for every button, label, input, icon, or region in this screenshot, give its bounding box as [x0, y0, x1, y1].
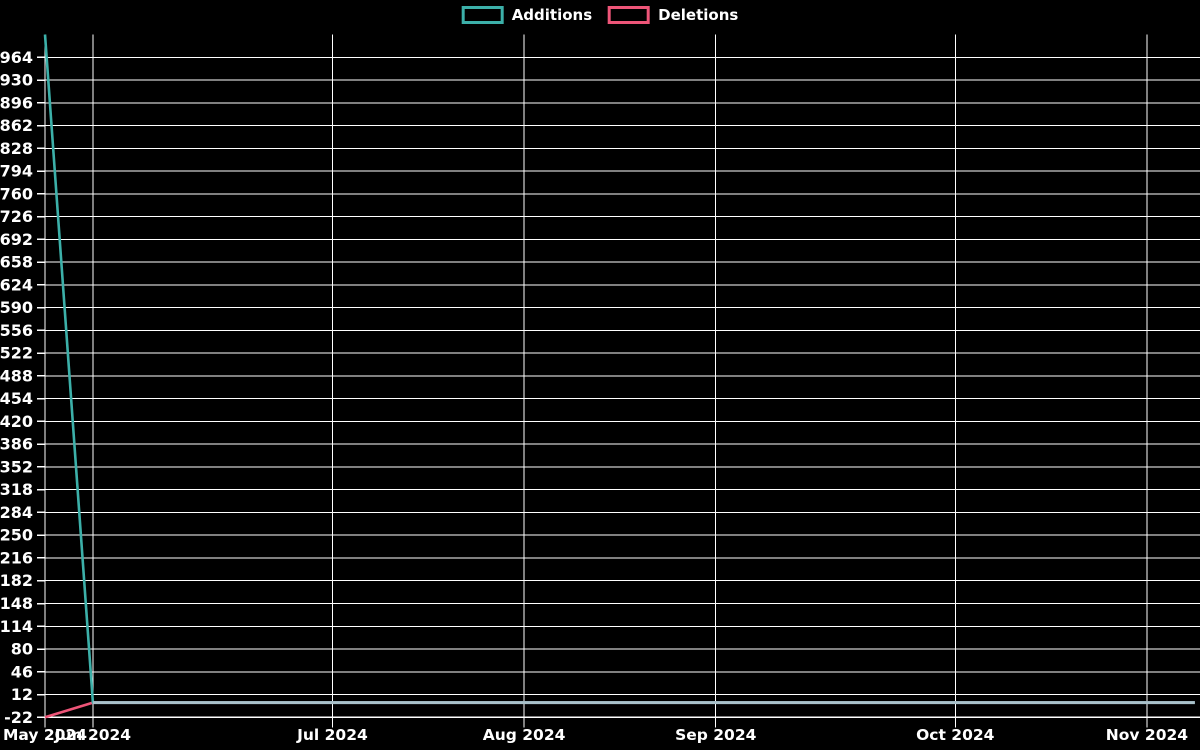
additions-line — [43, 34, 1195, 704]
x-tick-label: Nov 2024 — [1106, 726, 1188, 744]
y-tick-label: 182 — [0, 571, 33, 590]
deletions-swatch-icon — [608, 6, 651, 24]
y-tick-label: 624 — [0, 275, 33, 294]
y-tick-label: 148 — [0, 594, 33, 613]
additions-swatch-icon — [461, 6, 504, 24]
y-tick-label: 420 — [0, 412, 33, 431]
y-tick-label: 12 — [11, 685, 33, 704]
y-tick-label: 284 — [0, 503, 33, 522]
legend-item-additions: Additions — [461, 5, 593, 24]
y-tick-label: 318 — [0, 480, 33, 499]
legend-item-deletions: Deletions — [608, 6, 738, 24]
y-tick-label: 896 — [0, 93, 33, 112]
x-tick-label: Jul 2024 — [296, 726, 368, 744]
deletions-legend-label: Deletions — [658, 5, 739, 24]
y-tick-label: 46 — [11, 662, 33, 681]
y-tick-label: 964 — [0, 48, 33, 67]
y-tick-label: 556 — [0, 321, 33, 340]
y-tick-label: 386 — [0, 435, 33, 454]
y-tick-label: 488 — [0, 366, 33, 385]
y-tick-label: 114 — [0, 617, 33, 636]
y-tick-label: 454 — [0, 389, 33, 408]
y-tick-label: 692 — [0, 230, 33, 249]
x-tick-label: May 2024 — [3, 726, 87, 744]
x-tick-label: Oct 2024 — [916, 726, 995, 744]
x-tick-label: Jun 2024 — [54, 726, 132, 744]
y-tick-label: 216 — [0, 548, 33, 567]
y-tick-label: 760 — [0, 184, 33, 203]
chart-legend: Additions Deletions — [461, 5, 738, 24]
y-tick-label: 352 — [0, 457, 33, 476]
y-tick-label: 522 — [0, 344, 33, 363]
x-tick-label: Sep 2024 — [675, 726, 757, 744]
y-tick-label: 658 — [0, 253, 33, 272]
y-tick-label: 250 — [0, 526, 33, 545]
additions-legend-label: Additions — [511, 5, 593, 24]
y-tick-label: 726 — [0, 207, 33, 226]
y-tick-label: 930 — [0, 71, 33, 90]
deletions-line — [44, 701, 1195, 719]
y-tick-label: 590 — [0, 298, 33, 317]
x-tick-label: Aug 2024 — [483, 726, 566, 744]
y-tick-label: -22 — [4, 708, 33, 727]
y-tick-label: 794 — [0, 162, 33, 181]
y-tick-label: 828 — [0, 139, 33, 158]
y-tick-label: 80 — [11, 640, 33, 659]
y-tick-label: 862 — [0, 116, 33, 135]
